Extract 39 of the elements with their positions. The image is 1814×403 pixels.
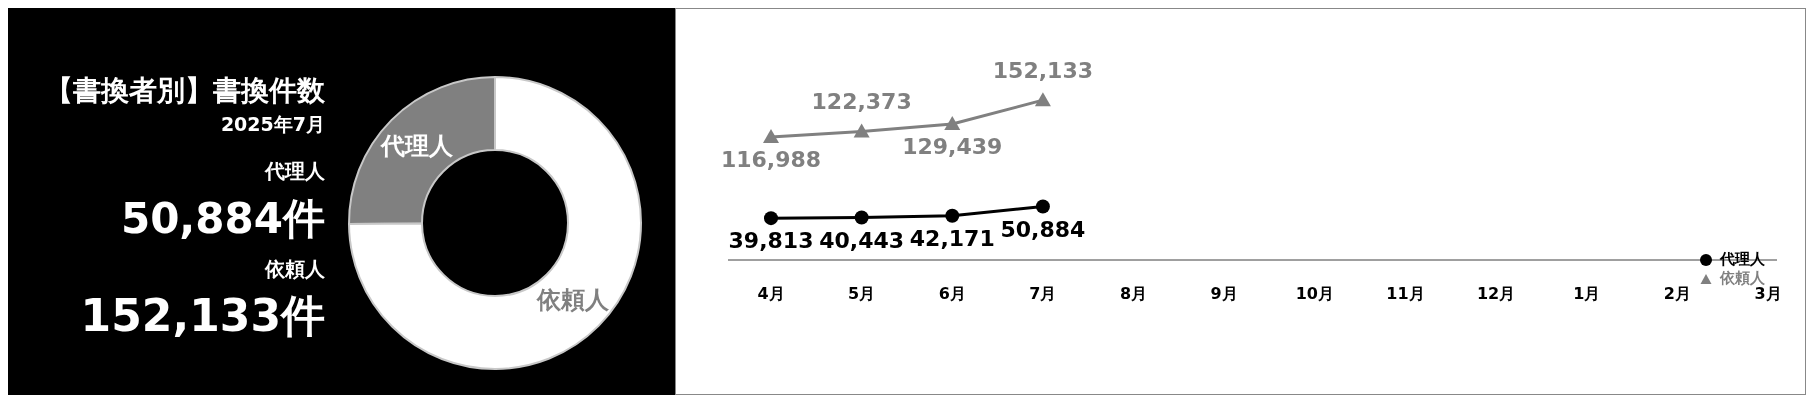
text: 50,884件 (120, 194, 325, 243)
text: 152,133件 (80, 290, 325, 341)
x-tick-label: 5月 (848, 284, 876, 304)
slice-label: 代理人 (380, 131, 455, 160)
x-tick-label: 6月 (938, 284, 966, 304)
x-tick-label: 8月 (1119, 284, 1148, 304)
text: 2025年7月 (220, 112, 325, 137)
x-tick-label: 1月 (1573, 284, 1601, 304)
x-tick-label: 4月 (757, 284, 785, 304)
x-tick-label: 10月 (1295, 284, 1334, 304)
donut-slice (348, 76, 642, 370)
slice-label: 依頼人 (535, 286, 610, 315)
data-label: 50,884 (1000, 216, 1086, 242)
x-tick-label: 12月 (1476, 284, 1516, 304)
x-tick-label: 7月 (1029, 284, 1057, 304)
legend-label: 依頼人 (1720, 269, 1765, 287)
x-tick-label: 9月 (1210, 284, 1238, 304)
data-label: 152,133 (992, 58, 1094, 84)
point (763, 129, 779, 144)
data-label: 116,988 (720, 147, 822, 173)
data-label: 40,443 (819, 227, 905, 253)
data-label: 129,439 (902, 134, 1003, 159)
data-label: 39,813 (728, 228, 814, 254)
data-label: 122,373 (811, 89, 912, 115)
text: 代理人 (265, 159, 325, 183)
text: 依頼人 (265, 257, 325, 281)
data-label: 42,171 (909, 225, 995, 251)
point (854, 210, 869, 225)
point (1034, 92, 1051, 107)
x-tick-label: 3月 (1754, 284, 1782, 304)
point (944, 116, 961, 130)
x-tick-label: 2月 (1663, 284, 1691, 304)
legend-label: 代理人 (1720, 250, 1765, 269)
chart-title: 【書換者別】書換件数 (45, 73, 325, 109)
point (853, 123, 870, 138)
point (764, 211, 778, 226)
point (945, 208, 960, 223)
x-tick-label: 11月 (1386, 284, 1425, 304)
point (1035, 199, 1050, 214)
